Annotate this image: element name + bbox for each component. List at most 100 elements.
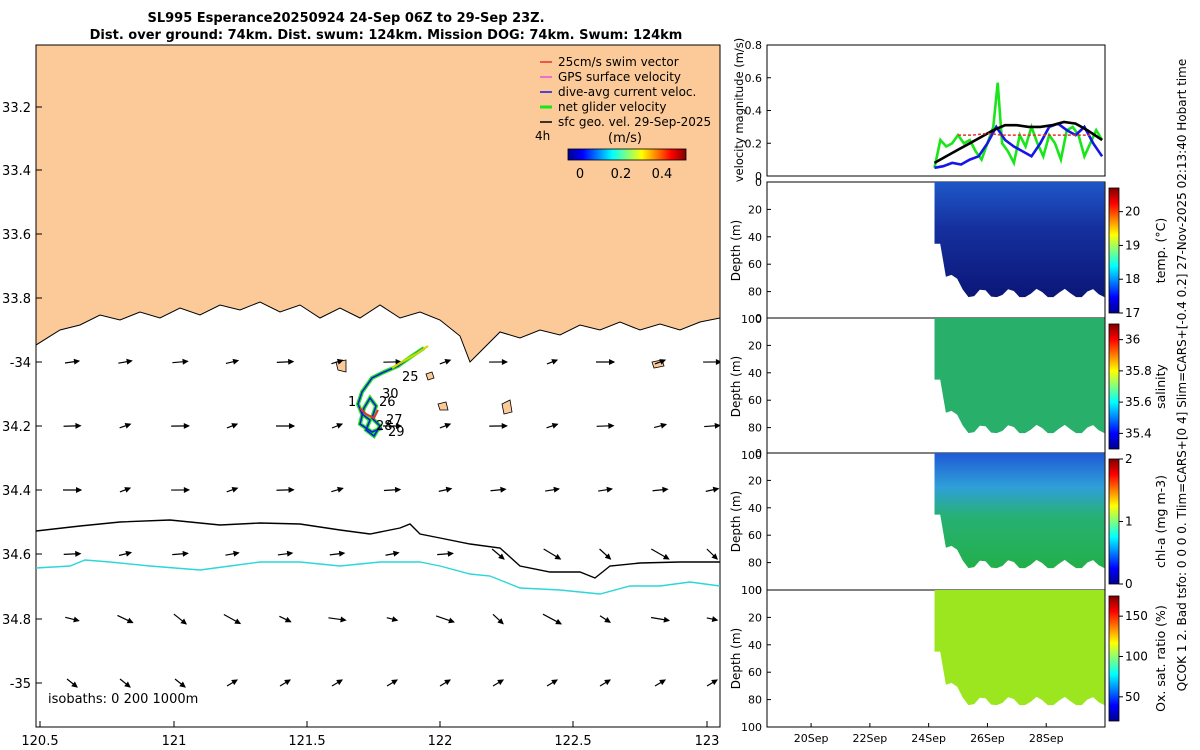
profile-section bbox=[934, 590, 1105, 706]
velocity-arrowhead bbox=[714, 422, 720, 429]
x-tick-label: 122.5 bbox=[554, 734, 591, 749]
velocity-arrowhead bbox=[497, 679, 504, 686]
cbar-tick: 0.4 bbox=[652, 167, 673, 182]
velocity-arrowhead bbox=[71, 681, 78, 688]
velocity-arrowhead bbox=[125, 550, 133, 557]
velocity-arrowhead bbox=[551, 422, 559, 429]
profile-ylabel: Depth (m) bbox=[729, 220, 743, 281]
velocity-arrows bbox=[63, 358, 720, 688]
y-tick-label: 0.8 bbox=[745, 39, 763, 52]
y-tick-label: 33.2 bbox=[2, 101, 31, 116]
velocity-arrowhead bbox=[288, 358, 295, 365]
y-tick-label: 33.6 bbox=[2, 228, 31, 243]
profile-cbar-label: temp. (°C) bbox=[1153, 218, 1168, 283]
velocity-arrowhead bbox=[663, 616, 671, 623]
profile-panel: 0 20 40 60 80 100 Depth (m) 35.4 35.6 35.8 36 salin… bbox=[729, 312, 1168, 462]
velocity-arrowhead bbox=[182, 550, 189, 557]
velocity-arrowhead bbox=[336, 679, 343, 686]
cbar-tick-label: 19 bbox=[1125, 238, 1140, 252]
profile-cbar-label: salinity bbox=[1153, 363, 1168, 408]
y-tick-label: 60 bbox=[748, 394, 762, 407]
velocity-arrowhead bbox=[288, 486, 295, 493]
velocity-arrowhead bbox=[445, 486, 453, 493]
velocity-arrowhead bbox=[551, 679, 558, 686]
legend-item: 25cm/s swim vector bbox=[558, 55, 679, 69]
y-tick-label: 100 bbox=[741, 721, 762, 734]
profile-colorbar bbox=[1108, 187, 1120, 314]
velocity-arrowhead bbox=[340, 616, 347, 623]
velocity-arrowhead bbox=[447, 550, 454, 557]
y-tick-label: 0.4 bbox=[745, 105, 763, 118]
profile-panel: 0 20 40 60 80 100 Depth (m) 50 100 150 Ox. sat. ra… bbox=[729, 584, 1168, 734]
cbar-tick-label: 17 bbox=[1125, 306, 1140, 320]
legend-item: GPS surface velocity bbox=[558, 70, 681, 84]
y-tick-label: 80 bbox=[748, 286, 762, 299]
velocity-arrowhead bbox=[124, 422, 132, 429]
y-tick-label: 34.6 bbox=[2, 548, 31, 563]
map-colorbar bbox=[567, 148, 687, 161]
day-label: 30 bbox=[382, 387, 399, 402]
cbar-tick-label: 150 bbox=[1125, 609, 1148, 623]
profile-section bbox=[934, 318, 1105, 434]
profile-panel: 0 20 40 60 80 100 Depth (m) 0 1 2 chl-a (mg m-3) bbox=[729, 447, 1168, 597]
cbar-tick-label: 1 bbox=[1125, 515, 1133, 529]
profile-section bbox=[934, 453, 1105, 569]
date-axis: 20Sep 22Sep 24Sep 26Sep 28Sep bbox=[794, 723, 1064, 745]
velocity-arrowhead bbox=[662, 486, 669, 493]
y-tick-label: 34.2 bbox=[2, 420, 31, 435]
profile-colorbar bbox=[1108, 458, 1120, 585]
day-label: 1 bbox=[348, 395, 356, 410]
velocity-arrowhead bbox=[659, 679, 666, 686]
velocity-arrowhead bbox=[444, 423, 452, 429]
y-tick-label: 100 bbox=[741, 313, 762, 326]
y-tick-label: 0 bbox=[755, 170, 762, 183]
y-tick-label: 40 bbox=[748, 502, 762, 515]
y-tick-label: 40 bbox=[748, 367, 762, 380]
velocity-arrowhead bbox=[336, 358, 344, 365]
y-tick-label: 20 bbox=[748, 474, 762, 487]
x-tick-label: 121 bbox=[162, 734, 187, 749]
velocity-arrowhead bbox=[231, 679, 238, 686]
day-label: 29 bbox=[388, 425, 405, 440]
glider-track bbox=[355, 345, 429, 439]
velocity-arrowhead bbox=[73, 358, 81, 365]
y-tick-label: 0 bbox=[755, 447, 762, 460]
profile-ylabel: Depth (m) bbox=[729, 491, 743, 552]
velocity-arrowhead bbox=[395, 423, 403, 429]
y-tick-label: 34.8 bbox=[2, 613, 31, 628]
cbar-tick-label: 2 bbox=[1125, 452, 1133, 466]
profile-cbar-label: chl-a (mg m-3) bbox=[1153, 475, 1168, 568]
cbar-tick: 0.2 bbox=[611, 167, 632, 182]
date-tick-label: 26Sep bbox=[970, 732, 1005, 745]
velocity-arrowhead bbox=[715, 359, 720, 365]
cbar-tick-label: 35.8 bbox=[1125, 364, 1152, 378]
velocity-arrowhead bbox=[182, 358, 189, 365]
velocity-arrowhead bbox=[662, 553, 670, 560]
velocity-arrowhead bbox=[711, 616, 719, 622]
velocity-arrowhead bbox=[179, 681, 186, 688]
day-label: 26 bbox=[379, 395, 396, 410]
velocity-arrowhead bbox=[231, 486, 239, 493]
x-tick-label: 120.5 bbox=[21, 734, 58, 749]
cbar-tick-label: 35.4 bbox=[1125, 426, 1152, 440]
map-x-axis: 120.5 121 121.5 122 122.5 123 bbox=[21, 721, 719, 749]
isobath-1000 bbox=[36, 559, 720, 595]
velocity-arrowhead bbox=[288, 423, 296, 429]
velocity-series-blue bbox=[934, 122, 1104, 170]
y-tick-label: 40 bbox=[748, 231, 762, 244]
isobath-note: isobaths: 0 200 1000m bbox=[48, 692, 198, 707]
velocity-arrowhead bbox=[498, 553, 505, 560]
velocity-frame bbox=[766, 44, 1106, 177]
velocity-arrowhead bbox=[604, 679, 611, 686]
y-tick-label: 0.2 bbox=[745, 137, 763, 150]
profile-colorbar bbox=[1108, 595, 1120, 722]
cbar-tick-label: 20 bbox=[1125, 205, 1140, 219]
velocity-arrowhead bbox=[284, 679, 291, 686]
x-tick-label: 122 bbox=[428, 734, 453, 749]
y-tick-label: 33.4 bbox=[2, 164, 31, 179]
velocity-arrowhead bbox=[180, 618, 188, 625]
y-tick-label: 100 bbox=[741, 584, 762, 597]
velocity-arrowhead bbox=[501, 422, 508, 429]
y-tick-label: 60 bbox=[748, 258, 762, 271]
day-label: 27 bbox=[386, 413, 403, 428]
